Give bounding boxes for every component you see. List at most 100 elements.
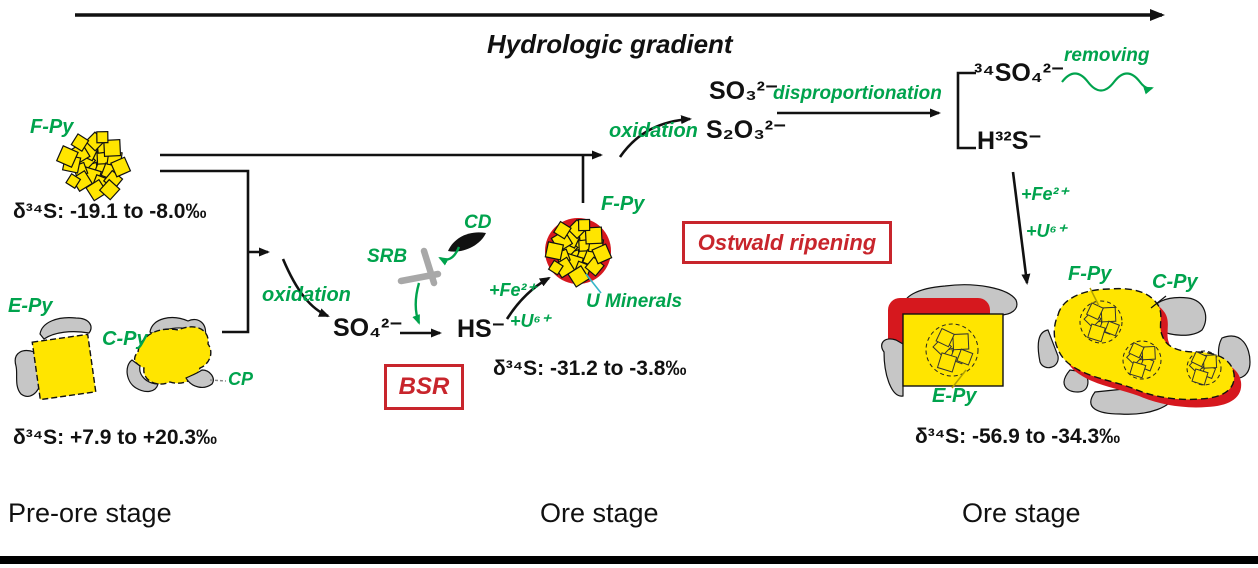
- cd-to-srb-arrow: [438, 246, 461, 266]
- pyrite-microcrystal: [1085, 302, 1104, 321]
- framboidal-pyrite-with-uminerals: [544, 218, 613, 294]
- gangue-rim: [126, 359, 159, 393]
- pyrite-microcrystal: [952, 333, 970, 351]
- pyrite-microcrystal: [935, 327, 955, 348]
- removing-wavy-arrow: [1061, 72, 1154, 95]
- colloform-pyrite-body: [133, 326, 212, 385]
- pyrite-microcrystal: [567, 265, 590, 288]
- cd-organic-debris: [448, 232, 486, 252]
- epy-leader-line: [951, 369, 967, 389]
- framboidal-pyrite-cluster-preore: [55, 131, 132, 202]
- u-minerals-label: U Minerals: [586, 291, 683, 312]
- chalcopyrite-label: CP: [228, 369, 254, 389]
- bottom-frame-line: [0, 556, 1258, 564]
- pyrite-microcrystal: [70, 133, 90, 153]
- pyrite-microcrystal: [98, 178, 121, 201]
- srb-catalysis-arrow: [412, 282, 421, 325]
- stage-label-ore2: Ore stage: [962, 498, 1081, 528]
- oxidation-curve-2: [618, 115, 692, 158]
- euhedral-pyrite-preore: [14, 317, 97, 401]
- add-u-label-1: +U⁶⁺: [510, 311, 551, 331]
- heavy-sulfate-formula: ³⁴SO₄²⁻: [974, 59, 1065, 87]
- late-euhedral-assemblage: [881, 284, 1018, 397]
- pyrite-microcrystal: [96, 131, 109, 144]
- pyrite-microcrystal: [103, 138, 122, 157]
- sulfide-precipitation-arrow: [1011, 171, 1031, 285]
- colloform-pyrite-preore: [126, 317, 227, 393]
- srb-bacterium-rod: [397, 270, 442, 285]
- relict-framboid-ghost: [1083, 302, 1120, 343]
- relict-framboid-outline: [1186, 350, 1222, 386]
- pyrite-microcrystal: [65, 173, 82, 190]
- gangue-blob: [39, 317, 92, 340]
- relict-framboid-ghost: [1126, 342, 1156, 379]
- disproportionation-label: disproportionation: [773, 83, 942, 104]
- gangue-blob: [881, 338, 904, 397]
- pyrite-microcrystal: [544, 241, 565, 261]
- bisulfide-formula: HS⁻: [457, 315, 505, 343]
- fpy-late-label: F-Py: [1068, 263, 1112, 285]
- pyrite-microcrystal: [1100, 306, 1117, 323]
- ore-stage-isotope: δ³⁴S: -31.2 to -3.8‰: [493, 357, 687, 380]
- preore-euhedral-isotope: δ³⁴S: +7.9 to +20.3‰: [13, 426, 218, 449]
- product-bracket: [956, 71, 976, 150]
- sulfate-formula: SO₄²⁻: [333, 314, 403, 342]
- add-fe-label-1: +Fe²⁺: [489, 280, 537, 300]
- pyrite-microcrystal: [577, 218, 591, 232]
- preore-framboid-isotope: δ³⁴S: -19.1 to -8.0‰: [13, 200, 207, 223]
- late-ore-isotope: δ³⁴S: -56.9 to -34.3‰: [915, 425, 1121, 448]
- framboidal-pyrite-cluster-ore: [544, 218, 613, 288]
- pre-ore-bracket: [160, 169, 250, 334]
- gangue-blob: [1037, 329, 1059, 369]
- relict-framboid-outline: [925, 323, 979, 377]
- diagram-title: Hydrologic gradient: [487, 29, 733, 59]
- pyrite-microcrystal: [584, 226, 603, 245]
- pyrite-microcrystal: [591, 243, 613, 265]
- relict-framboid-outline: [1079, 300, 1123, 344]
- fpy-ore-label: F-Py: [601, 193, 645, 215]
- oxidation-label-1: oxidation: [262, 284, 351, 306]
- pyrite-microcrystal: [1104, 320, 1120, 337]
- add-fe-label-2: +Fe²⁺: [1021, 184, 1069, 204]
- ostwald-ripening-box: Ostwald ripening: [682, 221, 892, 264]
- fpy-preore-label: F-Py: [30, 116, 74, 138]
- pyrite-microcrystal: [1087, 323, 1106, 343]
- cd-label: CD: [464, 212, 492, 233]
- thiosulfate-formula: S₂O₃²⁻: [706, 116, 787, 144]
- relict-framboid-ghost: [932, 327, 974, 373]
- euhedral-pyrite-crystal: [31, 333, 97, 401]
- pyrite-microcrystal: [552, 220, 572, 240]
- light-sulfide-formula: H³²S⁻: [977, 127, 1042, 155]
- bisulfide-to-framboid-arrow: [505, 276, 551, 320]
- pyrite-microcrystal: [110, 156, 132, 178]
- cpy-leader-line: [1150, 295, 1167, 309]
- epy-preore-label: E-Py: [8, 295, 53, 317]
- stage-label-ore1: Ore stage: [540, 498, 659, 528]
- cpy-preore-label: C-Py: [102, 328, 148, 350]
- bsr-box: BSR: [384, 364, 464, 410]
- cpy-late-label: C-Py: [1152, 271, 1198, 293]
- chalcopyrite-inclusion: [185, 369, 214, 388]
- epy-late-label: E-Py: [932, 385, 977, 407]
- add-u-label-2: +U⁶⁺: [1026, 221, 1067, 241]
- pyrite-microcrystal: [956, 348, 974, 366]
- pyrite-microcrystal: [547, 259, 564, 276]
- pyrite-microcrystal: [936, 352, 958, 373]
- relict-framboid-outline: [1122, 340, 1162, 380]
- late-colloform-assemblage: [1037, 287, 1251, 415]
- u-minerals-leader-line: [585, 273, 602, 294]
- srb-label: SRB: [367, 246, 408, 267]
- pyrite-microcrystal: [1191, 368, 1209, 386]
- removing-label: removing: [1064, 45, 1150, 66]
- pyrite-microcrystal: [1128, 342, 1145, 359]
- relict-framboid-ghost: [1188, 350, 1218, 386]
- pyrite-microcrystal: [55, 145, 79, 169]
- oxidation-curve-1: [281, 258, 330, 318]
- fpy-leader-line: [1089, 287, 1100, 307]
- oxidation-label-2: oxidation: [609, 120, 698, 142]
- sulfite-formula: SO₃²⁻: [709, 77, 779, 105]
- stage-label-preore: Pre-ore stage: [8, 498, 172, 528]
- pyrite-microcrystal: [1141, 345, 1156, 361]
